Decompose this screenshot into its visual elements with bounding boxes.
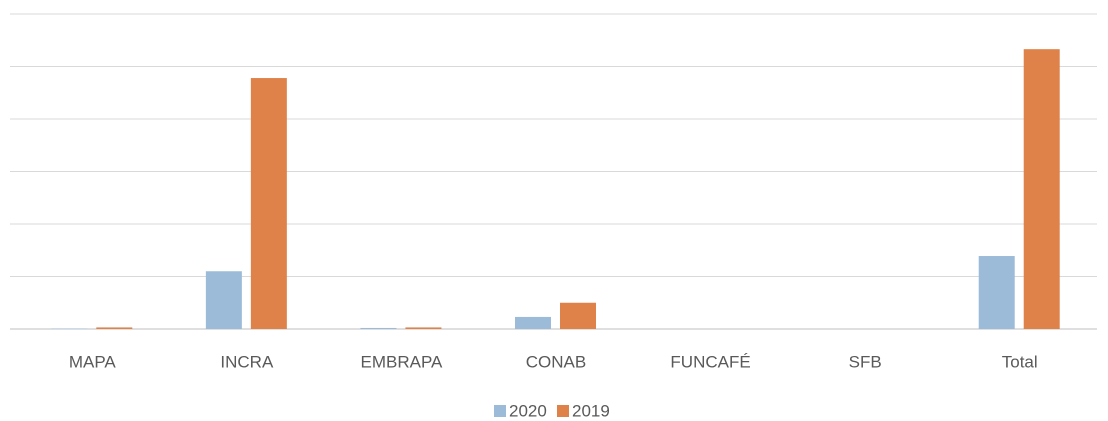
x-tick-label: MAPA (69, 352, 117, 371)
x-tick-label: INCRA (220, 352, 274, 371)
legend-swatch (494, 405, 506, 417)
legend-label: 2019 (572, 401, 610, 420)
bar (1023, 49, 1060, 330)
bar (250, 78, 287, 329)
x-tick-label: SFB (849, 352, 882, 371)
bar (405, 327, 442, 329)
x-tick-label: Total (1002, 352, 1038, 371)
bar (515, 316, 551, 329)
legend-swatch (557, 405, 569, 417)
x-tick-label: EMBRAPA (360, 352, 443, 371)
bar (560, 302, 596, 329)
bar (96, 327, 133, 329)
x-tick-label: CONAB (526, 352, 586, 371)
bar (360, 327, 397, 329)
bar (51, 328, 88, 329)
bar (205, 271, 242, 329)
legend-label: 2020 (509, 401, 547, 420)
bar (978, 256, 1015, 329)
x-tick-label: FUNCAFÉ (670, 352, 750, 371)
